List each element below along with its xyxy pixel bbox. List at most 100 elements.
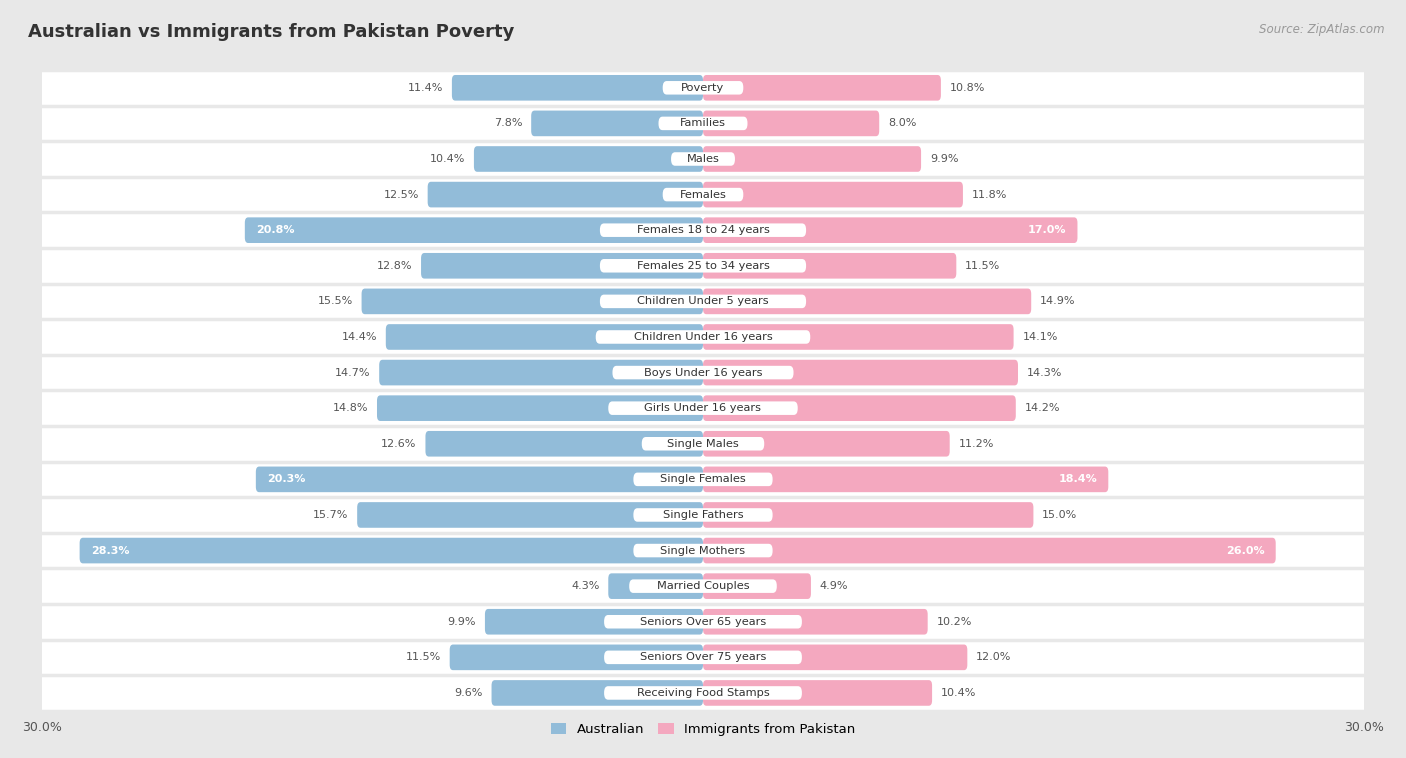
Text: 10.4%: 10.4% (941, 688, 976, 698)
Text: 20.8%: 20.8% (256, 225, 294, 235)
FancyBboxPatch shape (256, 466, 703, 492)
Text: 4.9%: 4.9% (820, 581, 848, 591)
FancyBboxPatch shape (427, 182, 703, 208)
Text: 11.4%: 11.4% (408, 83, 443, 92)
Text: Australian vs Immigrants from Pakistan Poverty: Australian vs Immigrants from Pakistan P… (28, 23, 515, 41)
Text: Single Fathers: Single Fathers (662, 510, 744, 520)
FancyBboxPatch shape (703, 573, 811, 599)
Text: Females 25 to 34 years: Females 25 to 34 years (637, 261, 769, 271)
FancyBboxPatch shape (42, 105, 1364, 141)
Text: 4.3%: 4.3% (571, 581, 599, 591)
FancyBboxPatch shape (42, 675, 1364, 711)
Text: 14.7%: 14.7% (335, 368, 370, 377)
FancyBboxPatch shape (600, 295, 806, 309)
Text: Poverty: Poverty (682, 83, 724, 92)
Text: Source: ZipAtlas.com: Source: ZipAtlas.com (1260, 23, 1385, 36)
FancyBboxPatch shape (42, 640, 1364, 675)
FancyBboxPatch shape (42, 70, 1364, 105)
FancyBboxPatch shape (451, 75, 703, 101)
Text: 15.0%: 15.0% (1042, 510, 1077, 520)
FancyBboxPatch shape (671, 152, 735, 166)
FancyBboxPatch shape (662, 81, 744, 95)
FancyBboxPatch shape (641, 437, 765, 450)
FancyBboxPatch shape (703, 644, 967, 670)
Text: Seniors Over 65 years: Seniors Over 65 years (640, 617, 766, 627)
FancyBboxPatch shape (630, 579, 776, 593)
FancyBboxPatch shape (703, 253, 956, 279)
FancyBboxPatch shape (474, 146, 703, 172)
Text: 10.8%: 10.8% (949, 83, 986, 92)
Text: Single Males: Single Males (666, 439, 740, 449)
Text: Females: Females (679, 190, 727, 199)
Text: 14.9%: 14.9% (1040, 296, 1076, 306)
FancyBboxPatch shape (609, 573, 703, 599)
FancyBboxPatch shape (703, 218, 1077, 243)
Text: 15.5%: 15.5% (318, 296, 353, 306)
FancyBboxPatch shape (42, 212, 1364, 248)
FancyBboxPatch shape (80, 537, 703, 563)
Text: 8.0%: 8.0% (889, 118, 917, 128)
FancyBboxPatch shape (42, 248, 1364, 283)
FancyBboxPatch shape (658, 117, 748, 130)
Text: 17.0%: 17.0% (1028, 225, 1066, 235)
FancyBboxPatch shape (420, 253, 703, 279)
Text: Boys Under 16 years: Boys Under 16 years (644, 368, 762, 377)
FancyBboxPatch shape (531, 111, 703, 136)
FancyBboxPatch shape (703, 609, 928, 634)
Text: 15.7%: 15.7% (314, 510, 349, 520)
Text: Married Couples: Married Couples (657, 581, 749, 591)
FancyBboxPatch shape (380, 360, 703, 385)
Text: 26.0%: 26.0% (1226, 546, 1264, 556)
FancyBboxPatch shape (703, 431, 949, 456)
FancyBboxPatch shape (662, 188, 744, 202)
Text: 9.6%: 9.6% (454, 688, 482, 698)
Text: 28.3%: 28.3% (90, 546, 129, 556)
FancyBboxPatch shape (600, 259, 806, 273)
Text: 7.8%: 7.8% (494, 118, 523, 128)
FancyBboxPatch shape (605, 615, 801, 628)
FancyBboxPatch shape (633, 543, 773, 557)
FancyBboxPatch shape (42, 426, 1364, 462)
FancyBboxPatch shape (703, 466, 1108, 492)
Text: Children Under 16 years: Children Under 16 years (634, 332, 772, 342)
FancyBboxPatch shape (596, 330, 810, 343)
Text: Girls Under 16 years: Girls Under 16 years (644, 403, 762, 413)
Text: Seniors Over 75 years: Seniors Over 75 years (640, 653, 766, 662)
FancyBboxPatch shape (42, 497, 1364, 533)
Text: 14.1%: 14.1% (1022, 332, 1057, 342)
Text: 11.5%: 11.5% (405, 653, 441, 662)
FancyBboxPatch shape (703, 111, 879, 136)
Text: Males: Males (686, 154, 720, 164)
Text: 20.3%: 20.3% (267, 475, 305, 484)
FancyBboxPatch shape (450, 644, 703, 670)
Text: 12.6%: 12.6% (381, 439, 416, 449)
FancyBboxPatch shape (385, 324, 703, 349)
FancyBboxPatch shape (42, 533, 1364, 568)
FancyBboxPatch shape (633, 472, 773, 486)
FancyBboxPatch shape (42, 319, 1364, 355)
Text: Families: Families (681, 118, 725, 128)
FancyBboxPatch shape (42, 177, 1364, 212)
Text: Single Females: Single Females (661, 475, 745, 484)
Text: 12.8%: 12.8% (377, 261, 412, 271)
FancyBboxPatch shape (42, 355, 1364, 390)
FancyBboxPatch shape (361, 289, 703, 315)
FancyBboxPatch shape (605, 686, 801, 700)
Text: Single Mothers: Single Mothers (661, 546, 745, 556)
Legend: Australian, Immigrants from Pakistan: Australian, Immigrants from Pakistan (546, 717, 860, 741)
FancyBboxPatch shape (703, 289, 1031, 315)
FancyBboxPatch shape (703, 360, 1018, 385)
FancyBboxPatch shape (703, 146, 921, 172)
Text: 14.4%: 14.4% (342, 332, 377, 342)
Text: 14.3%: 14.3% (1026, 368, 1062, 377)
FancyBboxPatch shape (703, 502, 1033, 528)
Text: 9.9%: 9.9% (929, 154, 959, 164)
FancyBboxPatch shape (703, 75, 941, 101)
FancyBboxPatch shape (609, 402, 797, 415)
FancyBboxPatch shape (492, 680, 703, 706)
FancyBboxPatch shape (703, 680, 932, 706)
FancyBboxPatch shape (600, 224, 806, 237)
Text: 12.5%: 12.5% (384, 190, 419, 199)
FancyBboxPatch shape (605, 650, 801, 664)
Text: 9.9%: 9.9% (447, 617, 477, 627)
